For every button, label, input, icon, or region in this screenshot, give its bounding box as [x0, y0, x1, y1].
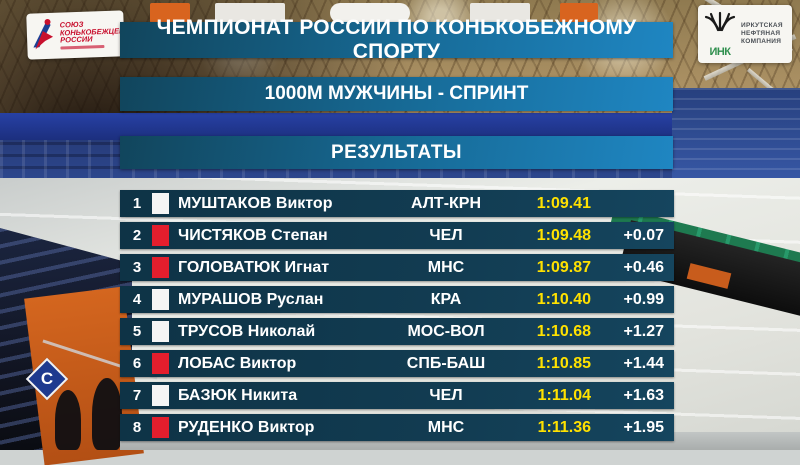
rank-number: 4: [132, 291, 142, 308]
sponsor-name-line: НЕФТЯНАЯ: [741, 30, 781, 38]
rank-number: 8: [132, 419, 142, 436]
region-code: ЧЕЛ: [429, 387, 463, 404]
rink-ad: [560, 3, 598, 23]
region-code: ЧЕЛ: [429, 227, 463, 244]
time-gap: +0.46: [623, 259, 664, 276]
result-time: 1:10.40: [536, 291, 591, 308]
region-code: АЛТ-КРН: [410, 195, 482, 212]
spectator-silhouette: [55, 390, 81, 450]
region-code: МНС: [427, 419, 465, 436]
rink-ad: [150, 3, 190, 23]
rink-ad: [330, 3, 410, 23]
skater-name: ГОЛОВАТЮК Игнат: [178, 259, 330, 276]
skater-name: ЛОБАС Виктор: [178, 355, 297, 372]
time-gap: +1.95: [623, 419, 664, 436]
skater-name: ТРУСОВ Николай: [178, 323, 316, 340]
region-code: МНС: [427, 259, 465, 276]
region-code: СПБ-БАШ: [406, 355, 486, 372]
result-row: 8 РУДЕНКО Виктор МНС 1:11.36 +1.95: [120, 414, 674, 441]
oil-fountain-icon: ИНК: [703, 10, 737, 58]
result-time: 1:09.87: [536, 259, 591, 276]
time-gap: +0.07: [623, 227, 664, 244]
rink-boards: [0, 113, 800, 140]
rank-number: 2: [132, 227, 142, 244]
sponsor-logo: ИНК ИРКУТСКАЯ НЕФТЯНАЯ КОМПАНИЯ: [698, 5, 792, 63]
result-time: 1:11.36: [537, 419, 591, 436]
time-gap: +1.27: [623, 323, 664, 340]
lane-flag: [152, 353, 169, 374]
rank-number: 6: [132, 355, 142, 372]
result-row: 7 БАЗЮК Никита ЧЕЛ 1:11.04 +1.63: [120, 382, 674, 409]
lane-flag: [152, 417, 169, 438]
skater-name: ЧИСТЯКОВ Степан: [178, 227, 328, 244]
lane-flag: [152, 385, 169, 406]
result-time: 1:10.68: [536, 323, 591, 340]
skater-name: МУШТАКОВ Виктор: [178, 195, 333, 212]
results-title: РЕЗУЛЬТАТЫ: [330, 141, 463, 163]
championship-title: ЧЕМПИОНАТ РОССИИ ПО КОНЬКОБЕЖНОМУ СПОРТУ: [156, 16, 637, 63]
rink-ad: [215, 3, 285, 23]
time-gap: +0.99: [623, 291, 664, 308]
result-row: 5 ТРУСОВ Николай МОС-ВОЛ 1:10.68 +1.27: [120, 318, 674, 345]
sponsor-name-line: ИРКУТСКАЯ: [741, 22, 783, 30]
lane-flag: [152, 225, 169, 246]
skating-union-logo: СОЮЗ КОНЬКОБЕЖЦЕВ РОССИИ: [26, 10, 125, 60]
skater-icon: [30, 16, 57, 56]
region-code: КРА: [430, 291, 462, 308]
result-time: 1:10.85: [536, 355, 591, 372]
result-time: 1:09.48: [536, 227, 591, 244]
result-row: 4 МУРАШОВ Руслан КРА 1:10.40 +0.99: [120, 286, 674, 313]
sponsor-name-line: КОМПАНИЯ: [741, 37, 782, 45]
lane-flag: [152, 289, 169, 310]
rank-number: 1: [132, 195, 142, 212]
championship-title-banner: ЧЕМПИОНАТ РОССИИ ПО КОНЬКОБЕЖНОМУ СПОРТУ: [120, 16, 673, 63]
union-tagline: [60, 45, 105, 50]
skater-name: МУРАШОВ Руслан: [178, 291, 324, 308]
time-gap: +1.63: [623, 387, 664, 404]
lane-flag: [152, 193, 169, 214]
skater-name: БАЗЮК Никита: [178, 387, 298, 404]
spectator-silhouette: [92, 378, 122, 450]
rank-number: 7: [132, 387, 142, 404]
skater-name: РУДЕНКО Виктор: [178, 419, 315, 436]
time-gap: +1.44: [623, 355, 664, 372]
result-time: 1:09.41: [536, 195, 591, 212]
event-banner: 1000М МУЖЧИНЫ - СПРИНТ: [120, 77, 673, 111]
rink-ad: [470, 3, 530, 23]
result-row: 6 ЛОБАС Виктор СПБ-БАШ 1:10.85 +1.44: [120, 350, 674, 377]
result-row: 1 МУШТАКОВ Виктор АЛТ-КРН 1:09.41: [120, 190, 674, 217]
rank-number: 3: [132, 259, 142, 276]
sponsor-monogram: ИНК: [709, 46, 731, 58]
sector-sign-label: C: [40, 369, 54, 388]
time-gap: [594, 190, 664, 217]
region-code: МОС-ВОЛ: [407, 323, 485, 340]
lane-flag: [152, 321, 169, 342]
union-name-line: РОССИИ: [60, 34, 93, 45]
event-title: 1000М МУЖЧИНЫ - СПРИНТ: [264, 83, 529, 104]
result-time: 1:11.04: [537, 387, 591, 404]
result-row: 3 ГОЛОВАТЮК Игнат МНС 1:09.87 +0.46: [120, 254, 674, 281]
result-row: 2 ЧИСТЯКОВ Степан ЧЕЛ 1:09.48 +0.07: [120, 222, 674, 249]
lane-flag: [152, 257, 169, 278]
rank-number: 5: [132, 323, 142, 340]
results-banner: РЕЗУЛЬТАТЫ: [120, 136, 673, 169]
